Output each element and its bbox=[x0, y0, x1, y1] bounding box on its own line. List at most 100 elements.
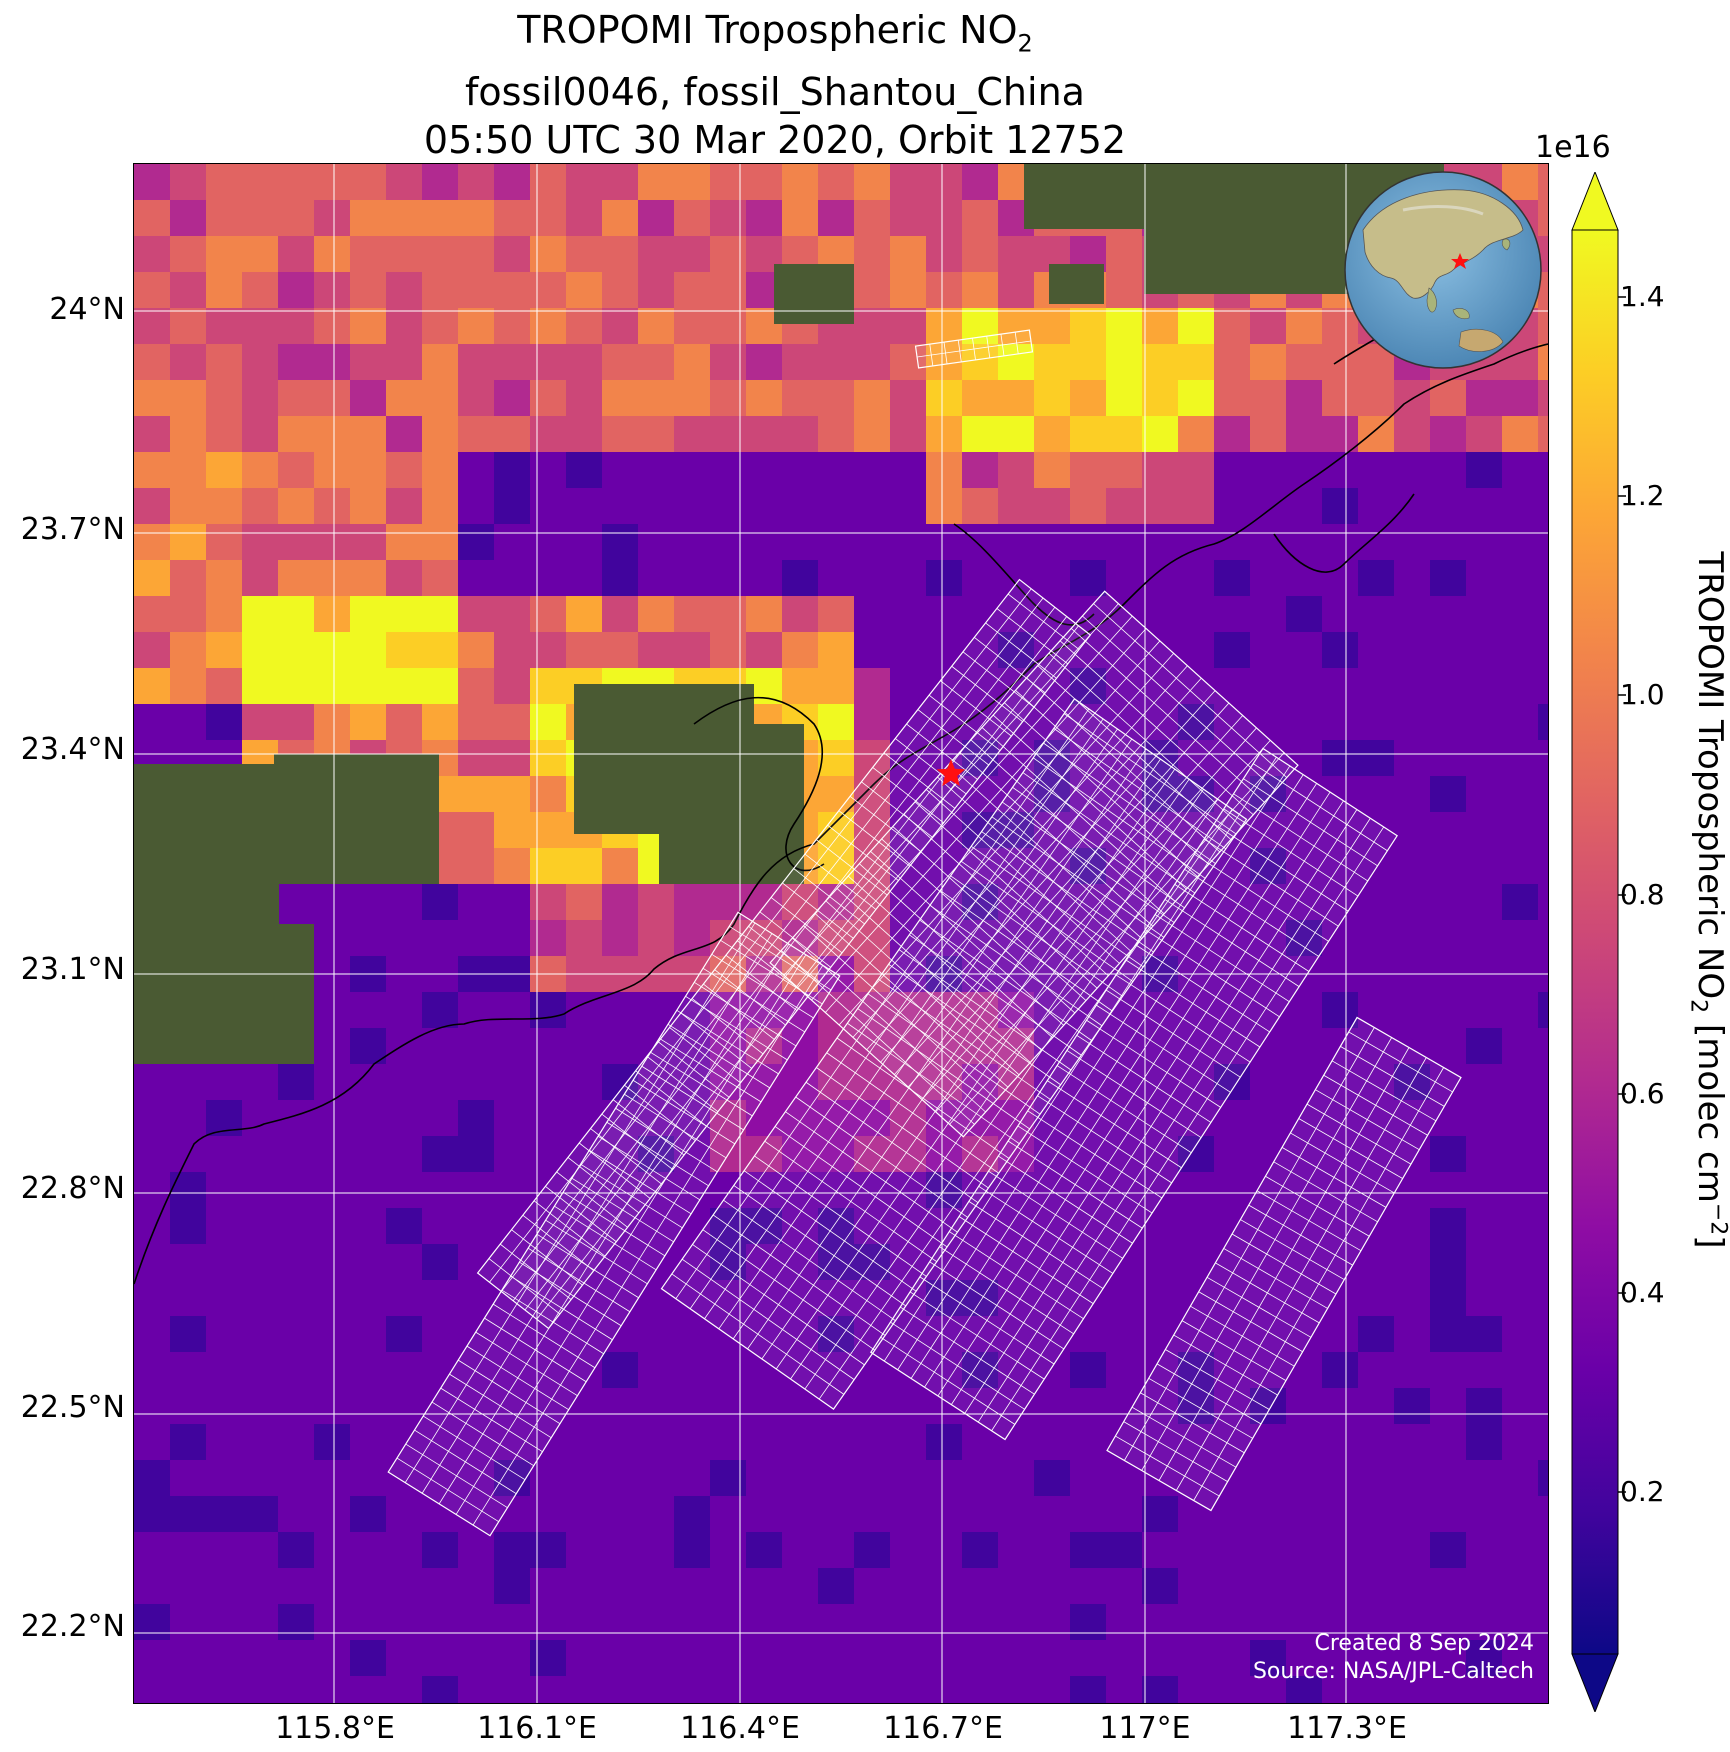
no2-pixel bbox=[710, 1532, 747, 1569]
no2-pixel bbox=[494, 848, 531, 885]
no2-pixel bbox=[206, 668, 243, 705]
no2-pixel bbox=[314, 632, 351, 669]
no2-pixel bbox=[854, 488, 891, 525]
swath-grid-line bbox=[935, 740, 1271, 1113]
no2-pixel bbox=[242, 1280, 279, 1317]
no2-pixel bbox=[710, 308, 747, 345]
no2-pixel bbox=[962, 1532, 999, 1569]
no2-pixel bbox=[1394, 1352, 1431, 1389]
title-line-3: 05:50 UTC 30 Mar 2020, Orbit 12752 bbox=[423, 117, 1127, 162]
no2-pixel bbox=[170, 1532, 207, 1569]
no2-pixel bbox=[242, 344, 279, 381]
no2-pixel bbox=[350, 272, 387, 309]
no2-pixel bbox=[242, 596, 279, 633]
no2-pixel bbox=[386, 1352, 423, 1389]
no2-pixel bbox=[1502, 1316, 1539, 1353]
no2-pixel bbox=[1070, 1460, 1107, 1497]
no2-pixel bbox=[782, 596, 819, 633]
no2-pixel bbox=[134, 1424, 171, 1461]
no2-pixel bbox=[1538, 1208, 1548, 1245]
no2-pixel bbox=[638, 236, 675, 273]
no2-pixel bbox=[1394, 452, 1431, 489]
no2-pixel bbox=[1502, 1352, 1539, 1389]
no2-pixel bbox=[170, 1352, 207, 1389]
no2-pixel bbox=[206, 1460, 243, 1497]
no2-pixel bbox=[746, 200, 783, 237]
no2-pixel bbox=[422, 524, 459, 561]
no2-pixel bbox=[566, 1604, 603, 1641]
no2-pixel bbox=[530, 884, 567, 921]
no2-pixel bbox=[998, 236, 1035, 273]
no2-pixel bbox=[386, 560, 423, 597]
no2-pixel bbox=[890, 1352, 927, 1389]
no2-pixel bbox=[890, 1568, 927, 1605]
no2-pixel bbox=[458, 1064, 495, 1101]
no2-pixel bbox=[1250, 1388, 1287, 1425]
no2-pixel bbox=[1430, 1676, 1467, 1703]
no2-pixel bbox=[1286, 344, 1323, 381]
no2-pixel bbox=[710, 1352, 747, 1389]
no2-pixel bbox=[1538, 740, 1548, 777]
no2-pixel bbox=[818, 668, 855, 705]
no2-pixel bbox=[134, 380, 171, 417]
no2-pixel bbox=[926, 1532, 963, 1569]
no2-pixel bbox=[206, 1316, 243, 1353]
no2-pixel bbox=[1322, 1388, 1359, 1425]
satellite-imagery-patch bbox=[774, 264, 854, 324]
no2-pixel bbox=[1322, 1424, 1359, 1461]
no2-pixel bbox=[1034, 1496, 1071, 1533]
no2-pixel bbox=[854, 164, 891, 201]
no2-pixel bbox=[1250, 1136, 1287, 1173]
no2-pixel bbox=[566, 596, 603, 633]
no2-pixel bbox=[782, 452, 819, 489]
no2-pixel bbox=[746, 1316, 783, 1353]
no2-pixel bbox=[890, 560, 927, 597]
swath-grid-line bbox=[1124, 1027, 1375, 1461]
no2-pixel bbox=[242, 560, 279, 597]
swath-grid-line bbox=[866, 677, 1202, 1051]
credit-text: Created 8 Sep 2024 Source: NASA/JPL-Calt… bbox=[1253, 1630, 1534, 1686]
no2-pixel bbox=[1322, 380, 1359, 417]
no2-pixel bbox=[386, 200, 423, 237]
no2-pixel bbox=[206, 1280, 243, 1317]
no2-pixel bbox=[674, 1316, 711, 1353]
satellite-imagery-patches bbox=[134, 164, 1444, 1064]
no2-pixel bbox=[1286, 1532, 1323, 1569]
no2-pixel bbox=[530, 488, 567, 525]
no2-pixel bbox=[854, 920, 891, 957]
no2-pixel bbox=[1142, 344, 1179, 381]
no2-pixel bbox=[1394, 920, 1431, 957]
no2-pixel bbox=[674, 416, 711, 453]
swath-grid-line bbox=[689, 718, 1104, 1309]
no2-pixel bbox=[1502, 668, 1539, 705]
no2-pixel bbox=[1178, 596, 1215, 633]
swath-grid-line bbox=[775, 778, 1190, 1370]
no2-pixel bbox=[746, 1424, 783, 1461]
no2-pixel bbox=[710, 272, 747, 309]
no2-pixel bbox=[638, 1676, 675, 1703]
no2-pixel bbox=[602, 164, 639, 201]
no2-pixel bbox=[962, 1496, 999, 1533]
no2-pixel bbox=[674, 596, 711, 633]
no2-pixel bbox=[530, 1244, 567, 1281]
no2-pixel bbox=[1358, 1388, 1395, 1425]
no2-pixel bbox=[206, 1388, 243, 1425]
no2-pixel bbox=[1358, 380, 1395, 417]
no2-map[interactable] bbox=[133, 163, 1549, 1704]
no2-pixel bbox=[314, 668, 351, 705]
no2-pixel bbox=[854, 308, 891, 345]
no2-pixel bbox=[494, 1100, 531, 1137]
colorbar-extend-max bbox=[1571, 172, 1619, 231]
no2-pixel bbox=[1178, 488, 1215, 525]
no2-pixel bbox=[1286, 668, 1323, 705]
no2-pixel bbox=[1178, 416, 1215, 453]
no2-pixel bbox=[422, 704, 459, 741]
no2-pixel bbox=[1214, 1208, 1251, 1245]
no2-pixel bbox=[1034, 1604, 1071, 1641]
no2-pixel bbox=[170, 596, 207, 633]
no2-pixel bbox=[674, 1424, 711, 1461]
satellite-imagery-patch bbox=[659, 724, 804, 884]
no2-pixel bbox=[206, 1568, 243, 1605]
no2-pixel bbox=[458, 632, 495, 669]
no2-pixel bbox=[1466, 812, 1503, 849]
